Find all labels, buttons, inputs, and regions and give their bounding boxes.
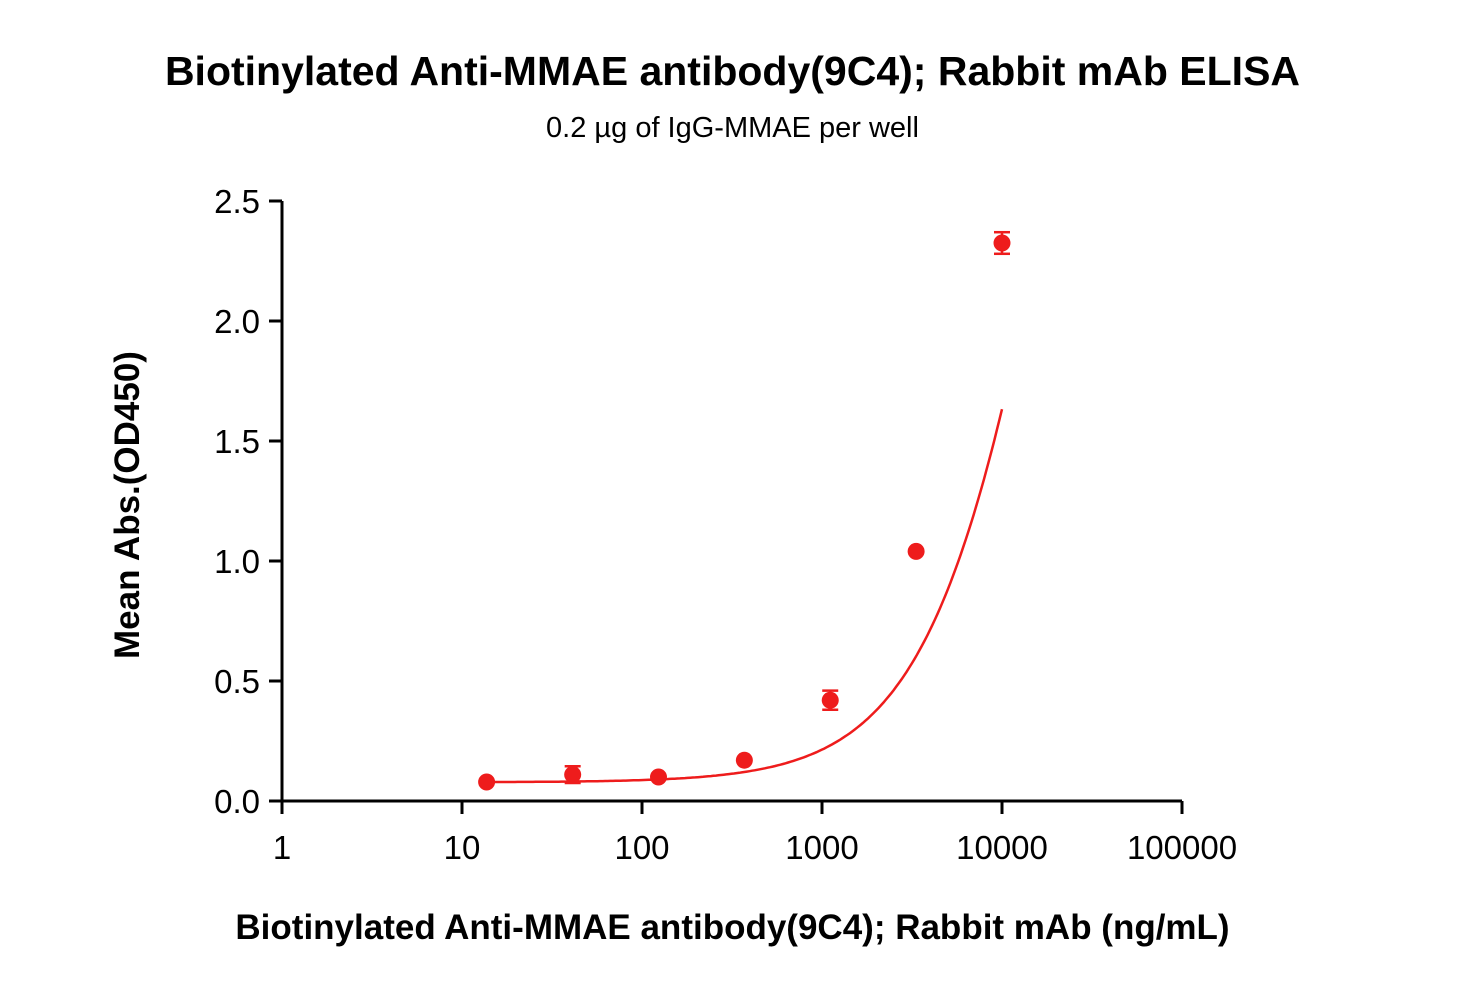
chart-subtitle: 0.2 µg of IgG-MMAE per well xyxy=(546,112,919,144)
y-tick-label: 0.0 xyxy=(214,783,260,820)
data-point xyxy=(821,691,839,709)
data-point xyxy=(564,766,582,784)
y-tick-label: 1.0 xyxy=(214,543,260,580)
fit-curve xyxy=(486,408,1004,784)
data-point xyxy=(478,773,496,791)
x-tick-label: 1000 xyxy=(785,829,858,866)
x-tick-label: 100000 xyxy=(1127,829,1237,866)
data-point xyxy=(650,768,668,786)
y-tick-label: 2.0 xyxy=(214,303,260,340)
x-axis-label: Biotinylated Anti-MMAE antibody(9C4); Ra… xyxy=(235,908,1230,947)
y-tick-label: 1.5 xyxy=(214,423,260,460)
data-point xyxy=(907,542,925,560)
y-tick-label: 0.5 xyxy=(214,663,260,700)
y-tick-label: 2.5 xyxy=(214,183,260,220)
chart-title: Biotinylated Anti-MMAE antibody(9C4); Ra… xyxy=(164,48,1301,94)
data-point xyxy=(993,234,1011,252)
x-tick-label: 10000 xyxy=(956,829,1048,866)
x-tick-label: 100 xyxy=(614,829,669,866)
data-point xyxy=(735,751,753,769)
x-tick-label: 10 xyxy=(444,829,481,866)
x-tick-label: 1 xyxy=(273,829,291,866)
